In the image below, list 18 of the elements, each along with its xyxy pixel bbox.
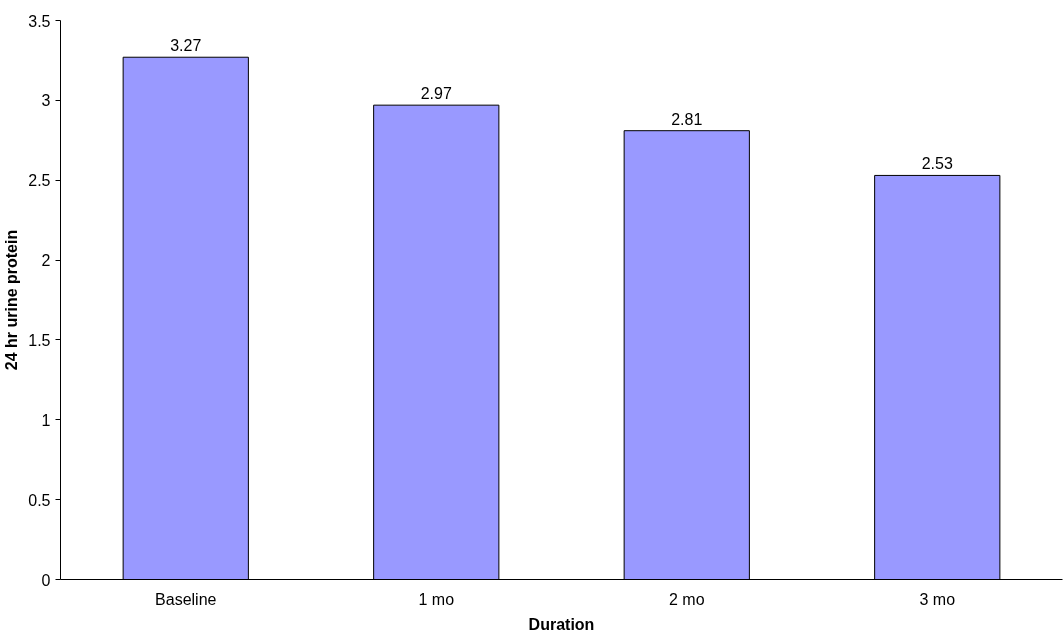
data-label: 2.53 — [921, 155, 953, 173]
y-tick-label: 3.5 — [28, 12, 51, 30]
y-tick-label: 2.5 — [28, 172, 51, 190]
x-tick-label: 1 mo — [418, 590, 455, 608]
data-label: 2.97 — [420, 85, 452, 103]
y-tick-label: 0.5 — [28, 491, 51, 509]
y-tick-label: 1.5 — [28, 331, 51, 349]
x-tick-label: 2 mo — [668, 590, 705, 608]
data-label: 2.81 — [671, 110, 703, 128]
y-axis-title: 24 hr urine protein — [3, 229, 21, 371]
x-axis-title: Duration — [528, 615, 595, 633]
x-tick-label: 3 mo — [919, 590, 956, 608]
y-tick-label: 2 — [41, 252, 51, 270]
y-tick-label: 3 — [41, 92, 51, 110]
y-tick-label: 1 — [41, 411, 51, 429]
data-label: 3.27 — [170, 37, 202, 55]
x-tick-label: Baseline — [155, 590, 217, 608]
y-tick-label: 0 — [41, 571, 51, 589]
